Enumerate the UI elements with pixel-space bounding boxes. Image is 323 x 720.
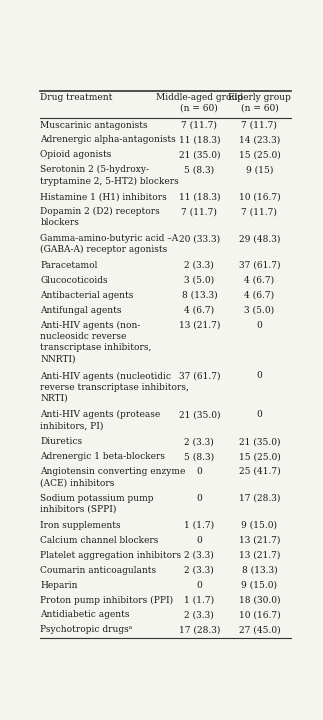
Text: 13 (21.7): 13 (21.7)	[239, 551, 280, 559]
Text: 15 (25.0): 15 (25.0)	[238, 452, 280, 461]
Text: 2 (3.3): 2 (3.3)	[184, 551, 214, 559]
Text: Iron supplements: Iron supplements	[40, 521, 121, 530]
Text: Anti-HIV agents (nucleotidic
reverse transcriptase inhibitors,
NRTI): Anti-HIV agents (nucleotidic reverse tra…	[40, 372, 189, 402]
Text: 11 (18.3): 11 (18.3)	[179, 135, 220, 145]
Text: 21 (35.0): 21 (35.0)	[179, 150, 220, 159]
Text: 0: 0	[196, 494, 202, 503]
Text: 7 (11.7): 7 (11.7)	[242, 207, 277, 216]
Text: 1 (1.7): 1 (1.7)	[184, 595, 214, 605]
Text: 15 (25.0): 15 (25.0)	[238, 150, 280, 159]
Text: Coumarin anticoagulants: Coumarin anticoagulants	[40, 566, 157, 575]
Text: Glucocoticoids: Glucocoticoids	[40, 276, 108, 285]
Text: 9 (15): 9 (15)	[246, 166, 273, 174]
Text: 3 (5.0): 3 (5.0)	[244, 306, 275, 315]
Text: 37 (61.7): 37 (61.7)	[239, 261, 280, 270]
Text: 10 (16.7): 10 (16.7)	[239, 611, 280, 619]
Text: 10 (16.7): 10 (16.7)	[239, 192, 280, 201]
Text: Calcium channel blockers: Calcium channel blockers	[40, 536, 159, 545]
Text: Gamma-amino-butyric acid –A
(GABA-A) receptor agonists: Gamma-amino-butyric acid –A (GABA-A) rec…	[40, 234, 179, 254]
Text: 5 (8.3): 5 (8.3)	[184, 452, 214, 461]
Text: 4 (6.7): 4 (6.7)	[184, 306, 214, 315]
Text: Sodium potassium pump
inhibitors (SPPI): Sodium potassium pump inhibitors (SPPI)	[40, 494, 154, 514]
Text: Platelet aggregation inhibitors: Platelet aggregation inhibitors	[40, 551, 182, 559]
Text: 4 (6.7): 4 (6.7)	[244, 291, 275, 300]
Text: Psychotropic drugsᵃ: Psychotropic drugsᵃ	[40, 625, 133, 634]
Text: 2 (3.3): 2 (3.3)	[184, 437, 214, 446]
Text: 0: 0	[196, 536, 202, 545]
Text: 13 (21.7): 13 (21.7)	[179, 320, 220, 330]
Text: 7 (11.7): 7 (11.7)	[182, 207, 217, 216]
Text: Paracetamol: Paracetamol	[40, 261, 98, 270]
Text: 7 (11.7): 7 (11.7)	[242, 120, 277, 130]
Text: 7 (11.7): 7 (11.7)	[182, 120, 217, 130]
Text: 0: 0	[196, 580, 202, 590]
Text: Histamine 1 (H1) inhibitors: Histamine 1 (H1) inhibitors	[40, 192, 167, 201]
Text: Elderly group
(n = 60): Elderly group (n = 60)	[228, 93, 291, 112]
Text: 9 (15.0): 9 (15.0)	[241, 521, 277, 530]
Text: 2 (3.3): 2 (3.3)	[184, 611, 214, 619]
Text: 8 (13.3): 8 (13.3)	[182, 291, 217, 300]
Text: Dopamin 2 (D2) receptors
blockers: Dopamin 2 (D2) receptors blockers	[40, 207, 160, 228]
Text: 13 (21.7): 13 (21.7)	[239, 536, 280, 545]
Text: Antifungal agents: Antifungal agents	[40, 306, 122, 315]
Text: 21 (35.0): 21 (35.0)	[179, 410, 220, 419]
Text: Proton pump inhibitors (PPI): Proton pump inhibitors (PPI)	[40, 595, 173, 605]
Text: 1 (1.7): 1 (1.7)	[184, 521, 214, 530]
Text: 9 (15.0): 9 (15.0)	[241, 580, 277, 590]
Text: 4 (6.7): 4 (6.7)	[244, 276, 275, 285]
Text: 11 (18.3): 11 (18.3)	[179, 192, 220, 201]
Text: 17 (28.3): 17 (28.3)	[239, 494, 280, 503]
Text: 8 (13.3): 8 (13.3)	[242, 566, 277, 575]
Text: 21 (35.0): 21 (35.0)	[239, 437, 280, 446]
Text: Angiotensin converting enzyme
(ACE) inhibitors: Angiotensin converting enzyme (ACE) inhi…	[40, 467, 186, 487]
Text: 0: 0	[256, 372, 262, 380]
Text: 25 (41.7): 25 (41.7)	[239, 467, 280, 476]
Text: Opioid agonists: Opioid agonists	[40, 150, 112, 159]
Text: Heparin: Heparin	[40, 580, 78, 590]
Text: 0: 0	[256, 410, 262, 419]
Text: Anti-HIV agents (non-
nucleosidc reverse
transcriptase inhibitors,
NNRTI): Anti-HIV agents (non- nucleosidc reverse…	[40, 320, 152, 363]
Text: 29 (48.3): 29 (48.3)	[239, 234, 280, 243]
Text: 37 (61.7): 37 (61.7)	[179, 372, 220, 380]
Text: 2 (3.3): 2 (3.3)	[184, 261, 214, 270]
Text: 14 (23.3): 14 (23.3)	[239, 135, 280, 145]
Text: 17 (28.3): 17 (28.3)	[179, 625, 220, 634]
Text: 20 (33.3): 20 (33.3)	[179, 234, 220, 243]
Text: 3 (5.0): 3 (5.0)	[184, 276, 214, 285]
Text: Drug treatment: Drug treatment	[40, 93, 113, 102]
Text: Antidiabetic agents: Antidiabetic agents	[40, 611, 130, 619]
Text: Adrenergic alpha-antagonists: Adrenergic alpha-antagonists	[40, 135, 176, 145]
Text: 18 (30.0): 18 (30.0)	[239, 595, 280, 605]
Text: Antibacterial agents: Antibacterial agents	[40, 291, 134, 300]
Text: 0: 0	[256, 320, 262, 330]
Text: Diuretics: Diuretics	[40, 437, 82, 446]
Text: 0: 0	[196, 467, 202, 476]
Text: Muscarinic antagonists: Muscarinic antagonists	[40, 120, 148, 130]
Text: 2 (3.3): 2 (3.3)	[184, 566, 214, 575]
Text: Anti-HIV agents (protease
inhibitors, PI): Anti-HIV agents (protease inhibitors, PI…	[40, 410, 161, 431]
Text: 5 (8.3): 5 (8.3)	[184, 166, 214, 174]
Text: Serotonin 2 (5-hydroxy-
tryptamine 2, 5-HT2) blockers: Serotonin 2 (5-hydroxy- tryptamine 2, 5-…	[40, 166, 179, 186]
Text: 27 (45.0): 27 (45.0)	[239, 625, 280, 634]
Text: Adrenergic 1 beta-blockers: Adrenergic 1 beta-blockers	[40, 452, 165, 461]
Text: Middle-aged group
(n = 60): Middle-aged group (n = 60)	[156, 93, 243, 112]
